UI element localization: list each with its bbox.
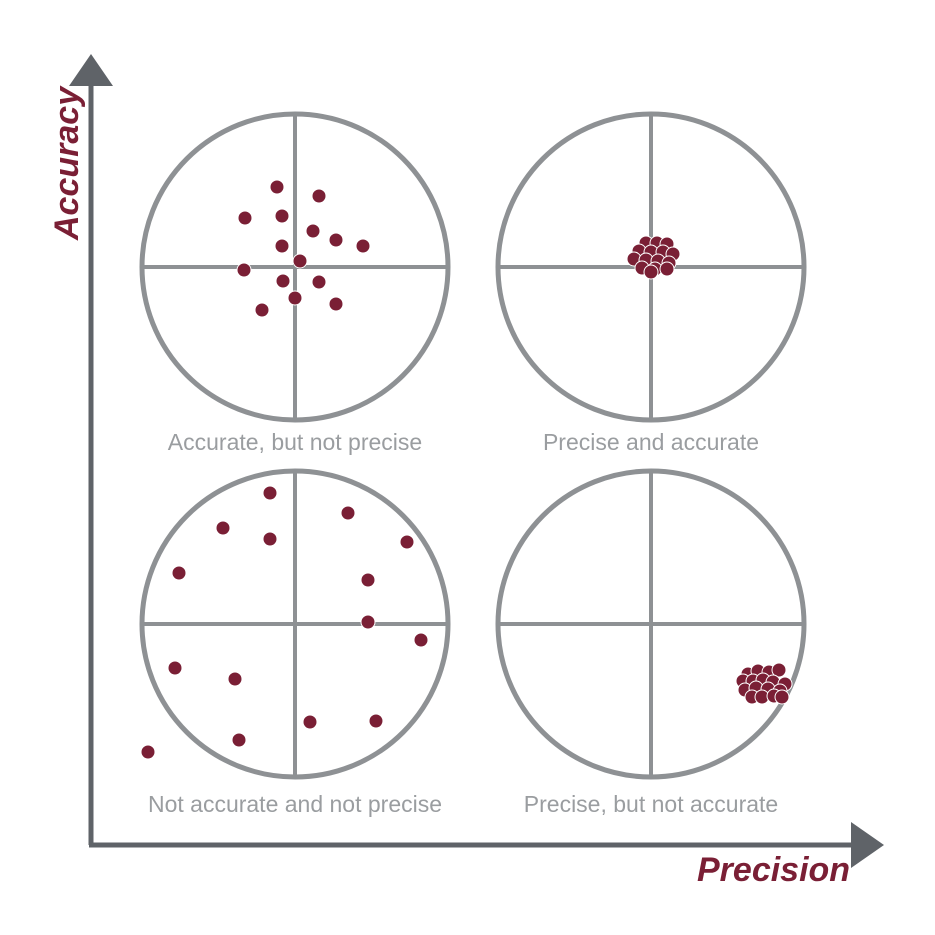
y-axis-arrow-icon [69, 54, 113, 86]
shot-dot [269, 179, 285, 195]
shot-dot [643, 264, 659, 280]
shot-group [140, 485, 429, 760]
target-precise-not-accurate: Precise, but not accurate [495, 468, 807, 817]
shot-dot [305, 223, 321, 239]
shot-dot [254, 302, 270, 318]
shot-dot [340, 505, 356, 521]
shot-dot [355, 238, 371, 254]
shot-dot [292, 253, 308, 269]
x-axis-arrow-icon [851, 822, 884, 868]
shot-dot [328, 232, 344, 248]
target-caption: Precise, but not accurate [524, 791, 778, 817]
shot-dot [413, 632, 429, 648]
shot-dot [236, 262, 252, 278]
shot-dot [302, 714, 318, 730]
shot-dot [275, 273, 291, 289]
target-not-accurate-not-precise: Not accurate and not precise [139, 468, 451, 817]
x-axis-label: Precision [697, 851, 850, 889]
shot-dot [360, 614, 376, 630]
shot-dot [774, 689, 790, 705]
shot-dot [262, 531, 278, 547]
shot-dot [771, 662, 787, 678]
shot-dot [227, 671, 243, 687]
shot-dot [237, 210, 253, 226]
shot-dot [360, 572, 376, 588]
shot-dot [368, 713, 384, 729]
shot-dot [262, 485, 278, 501]
axes: Accuracy Precision [48, 54, 884, 889]
shot-dot [231, 732, 247, 748]
y-axis-label: Accuracy [48, 85, 86, 241]
shot-dot [328, 296, 344, 312]
target-caption: Not accurate and not precise [148, 791, 442, 817]
shot-group [735, 662, 793, 705]
shot-dot [215, 520, 231, 536]
shot-group [236, 179, 371, 318]
shot-dot [167, 660, 183, 676]
shot-dot [274, 238, 290, 254]
target-precise-and-accurate: Precise and accurate [495, 111, 807, 455]
shot-dot [274, 208, 290, 224]
target-accurate-not-precise: Accurate, but not precise [139, 111, 451, 455]
shot-dot [140, 744, 156, 760]
target-caption: Precise and accurate [543, 429, 759, 455]
shot-dot [399, 534, 415, 550]
shot-dot [311, 274, 327, 290]
shot-group [626, 235, 681, 280]
shot-dot [287, 290, 303, 306]
target-caption: Accurate, but not precise [168, 429, 422, 455]
shot-dot [311, 188, 327, 204]
shot-dot [659, 261, 675, 277]
shot-dot [171, 565, 187, 581]
